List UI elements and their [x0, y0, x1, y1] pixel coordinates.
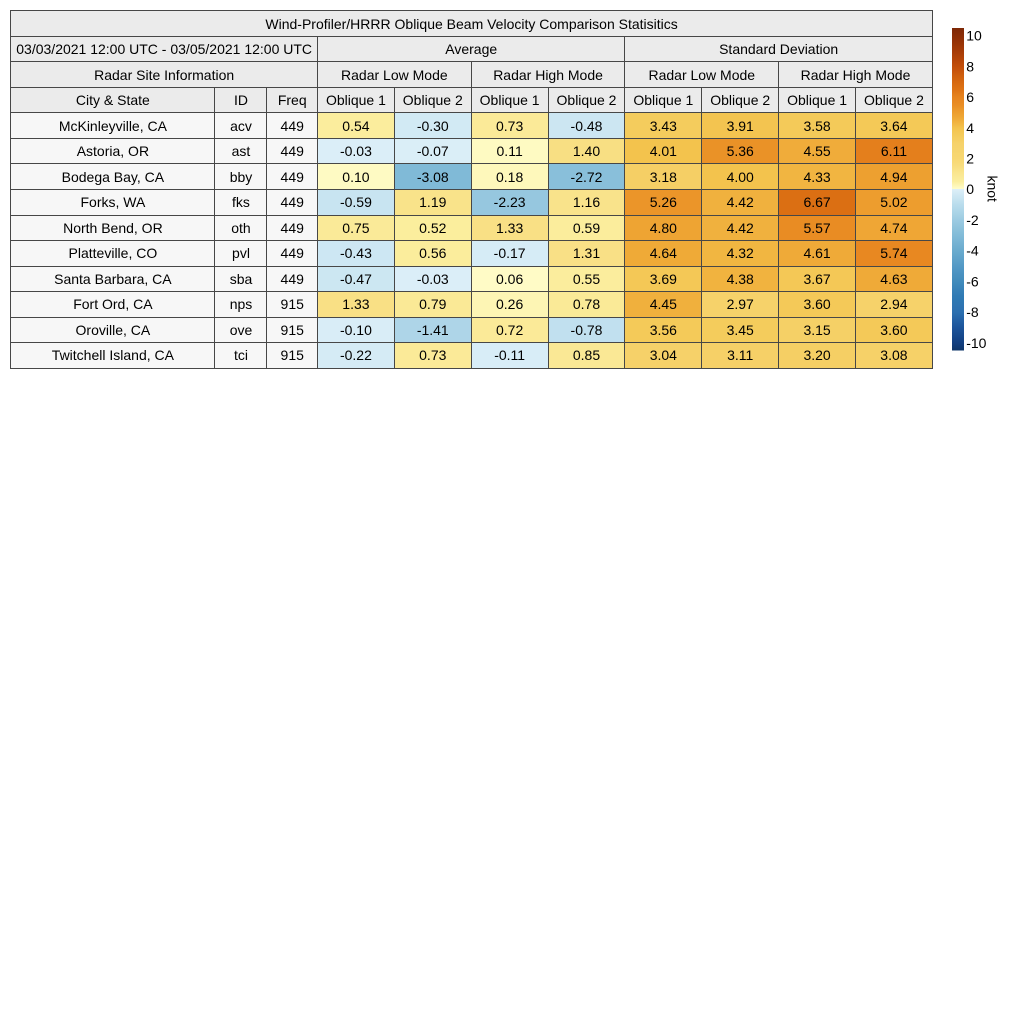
svg-text:-10: -10	[966, 335, 986, 351]
svg-text:8: 8	[966, 58, 974, 74]
svg-text:-4: -4	[966, 243, 979, 259]
svg-text:2: 2	[966, 151, 974, 167]
svg-text:-2: -2	[966, 212, 979, 228]
svg-text:-8: -8	[966, 304, 979, 320]
svg-text:0: 0	[966, 181, 974, 197]
svg-text:knot: knot	[985, 175, 1001, 202]
svg-text:6: 6	[966, 89, 974, 105]
svg-text:4: 4	[966, 120, 974, 136]
svg-text:10: 10	[966, 28, 982, 44]
svg-text:-6: -6	[966, 273, 979, 289]
